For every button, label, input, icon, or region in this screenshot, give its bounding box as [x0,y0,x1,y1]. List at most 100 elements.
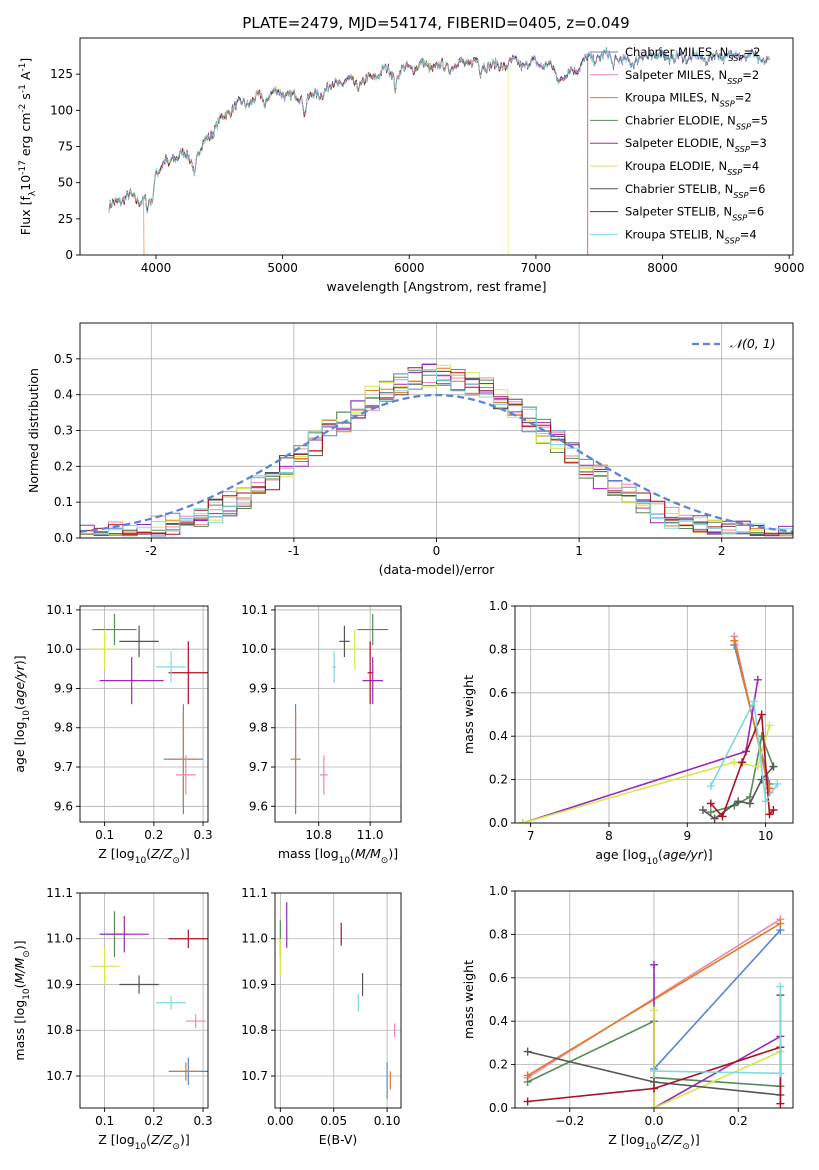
legend-entry: Chabrier MILES, NSSP=2 [625,45,760,63]
label-part: -1 [18,63,28,72]
plot-area [523,915,785,1108]
xtick-label: 1 [575,544,583,558]
ytick-label: 0.0 [489,1101,508,1115]
ytick-label: 11.0 [241,932,268,946]
label-part: 10 [645,1142,657,1152]
label-part: -2 [18,104,28,113]
legend-entry: Kroupa MILES, NSSP=2 [625,91,752,109]
ytick-label: 0.4 [54,388,73,402]
ytick-label: 0.3 [54,424,73,438]
legend-gaussian: 𝒩(0, 1) [730,336,776,351]
xtick-label: 0.05 [320,1114,347,1128]
axes-age_vs_Z: 0.1 0.2 0.39.69.79.89.910.010.1Z [log10(Z/… [12,603,213,866]
label-part: Normed distribution [26,368,41,493]
label-part: Z/ [660,1132,676,1147]
axes-spectrum: 4000 5000 6000 7000 8000 9000 0 25 50 75 100 125 wav… [18,37,805,294]
label-part: 10 [339,856,351,866]
ytick-label: 9.7 [54,760,73,774]
label-part: )] [388,846,398,861]
xtick-label: 0.00 [267,1114,294,1128]
label-part: ( [146,1132,151,1147]
spectrum-line-5 [108,56,509,255]
xtick-label: 7 [527,829,535,843]
label-part: Chabrier STELIB, N [625,182,733,196]
label-part: A [18,71,33,84]
label-part: Flux [f [18,195,33,235]
label-part: SSP [735,144,750,154]
label-part: ( [12,705,27,710]
label-part: SSP [720,99,735,109]
plot-area [89,911,208,1086]
ytick-label: 11.0 [46,932,73,946]
label-part: ⊙ [22,950,32,958]
legend-entry: Salpeter STELIB, NSSP=6 [625,205,764,223]
label-part: -17 [18,160,28,175]
label-part: Salpeter MILES, N [625,68,727,82]
histogram-5 [80,364,793,538]
label-part: SSP [728,53,743,63]
x-axis-label: wavelength [Angstrom, rest frame] [326,279,546,294]
label-part: Z [log [98,1132,134,1147]
plot-area [290,613,389,815]
xtick-label: 0.10 [374,1114,401,1128]
label-part: age [log [595,847,646,862]
label-part: age/yr [663,847,704,862]
xtick-label: 4000 [141,261,172,275]
axes-frame [274,605,402,823]
ytick-label: 10.0 [241,642,268,656]
ytick-label: 0.8 [489,642,508,656]
label-part: SSP [727,76,742,86]
label-part: Z/ [150,846,166,861]
label-part: λ [28,190,38,196]
label-part: Z [673,1132,683,1147]
label-part: =4 [740,227,757,241]
xtick-label: 10.8 [305,828,332,842]
x-axis-label: mass [log10(M/M⊙)] [278,846,398,866]
label-part: )] [690,1132,700,1147]
label-part: M [370,846,381,861]
grid [80,323,793,539]
label-part: 10 [22,988,32,1000]
ytick-label: 0.8 [489,927,508,941]
label-part: ( [658,847,663,862]
xtick-label: 7000 [521,261,552,275]
xtick-label: -2 [145,544,157,558]
label-part: erg cm [18,113,33,161]
x-axis-label: Z [log10(Z/Z⊙)] [98,846,189,866]
label-part: Z [163,846,173,861]
plot-area [279,902,396,1099]
xtick-label: 0.1 [95,1114,114,1128]
label-part: ( [350,846,355,861]
ytick-label: 75 [58,140,73,154]
ytick-label: 10.1 [241,603,268,617]
xtick-label: 6000 [394,261,425,275]
label-part: -1 [18,84,28,93]
label-part: age/yr [12,664,27,705]
ytick-label: 10.9 [46,977,73,991]
ytick-label: 1.0 [489,884,508,898]
label-part: )] [180,1132,190,1147]
ytick-label: 9.9 [249,681,268,695]
xtick-label: 9000 [774,261,805,275]
ytick-label: 50 [58,176,73,190]
label-part: 10 [135,856,147,866]
label-part: 10 [135,1142,147,1152]
label-part: Chabrier ELODIE, N [625,113,736,127]
plot-area [518,632,782,823]
spectrum-line-2 [108,188,145,255]
xtick-label: 0.1 [95,828,114,842]
ytick-label: 0.4 [489,1014,508,1028]
ytick-label: 0.0 [54,531,73,545]
series-line-6 [702,766,774,820]
ytick-label: 9.6 [54,799,73,813]
ytick-label: 0 [65,248,73,262]
ytick-label: 10.7 [46,1069,73,1083]
label-part: Z [163,1132,173,1147]
label-part: =2 [743,45,760,59]
label-part: SSP [733,190,748,200]
label-part: )] [180,846,190,861]
ytick-label: 11.1 [241,886,268,900]
